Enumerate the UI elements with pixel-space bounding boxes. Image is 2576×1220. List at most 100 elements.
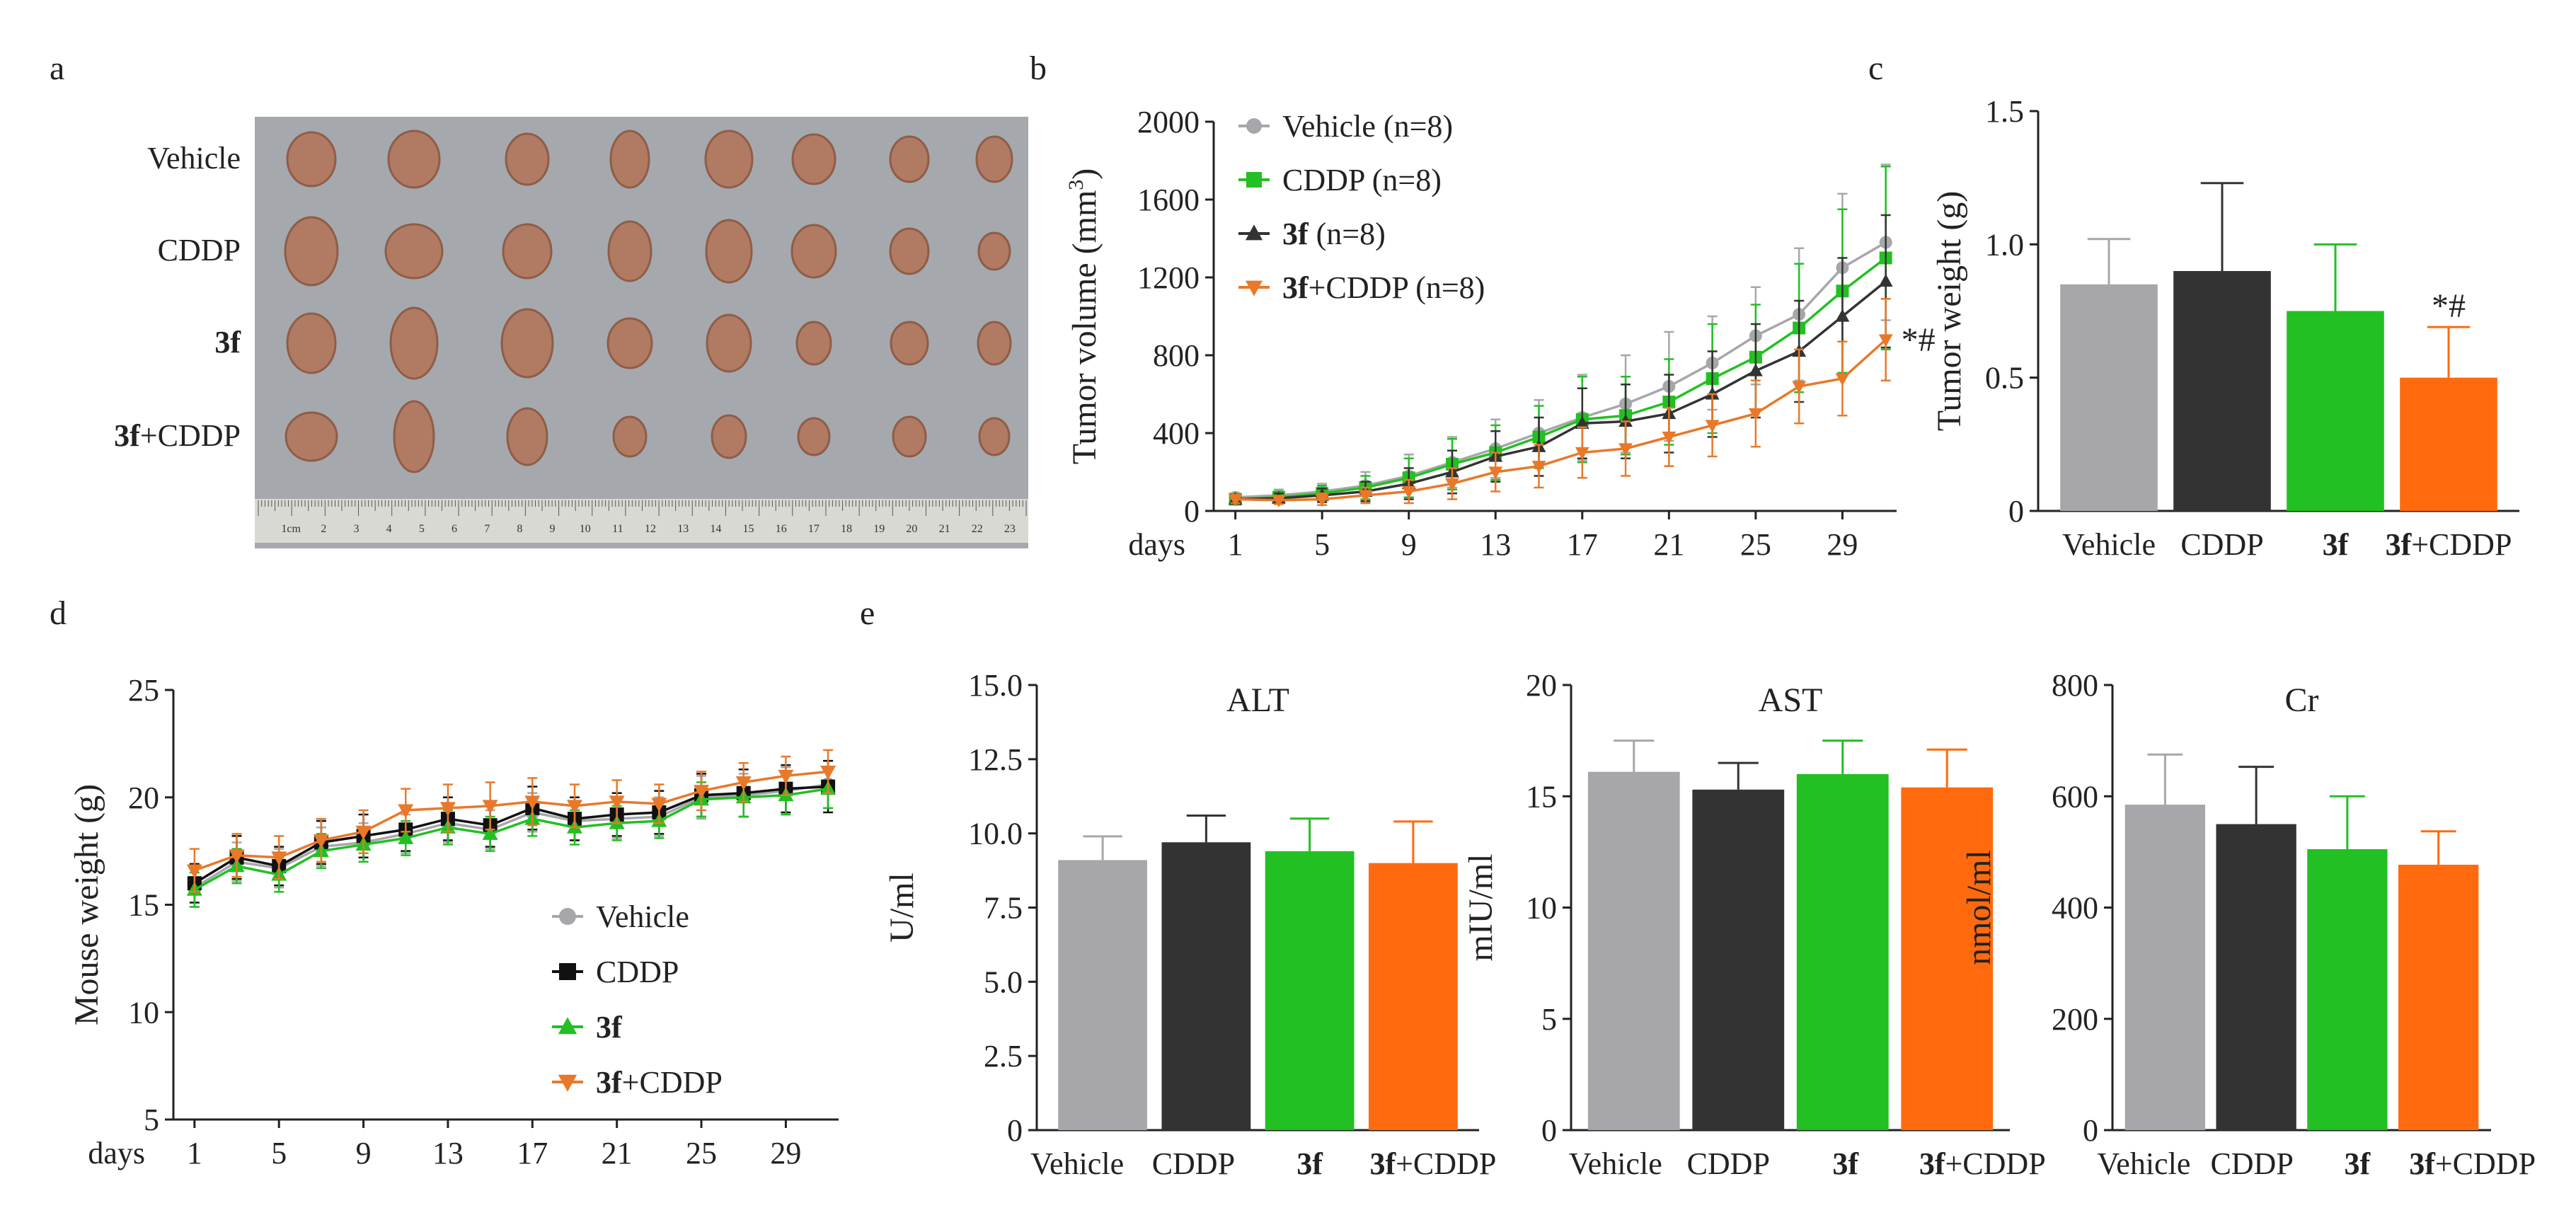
y-tick-label: 20 [128, 781, 159, 815]
x-category-label: CDDP [2210, 1146, 2293, 1181]
y-tick-label: 2000 [1137, 105, 1200, 139]
chart-title: AST [1759, 681, 1823, 719]
legend-marker [1245, 280, 1263, 297]
y-tick-label: 2.5 [984, 1039, 1023, 1074]
series-3 [1228, 298, 1893, 508]
series-line [1235, 241, 1887, 499]
tumor-sample [711, 414, 747, 459]
data-point [229, 849, 245, 864]
x-category-label-bold: 3f [1296, 1146, 1323, 1181]
x-category-label-bold: 3f [2386, 527, 2413, 562]
bar [2307, 848, 2388, 1130]
y-tick-label: 10.0 [968, 817, 1023, 851]
tumor-sample [612, 415, 648, 458]
tumor-sample [389, 306, 439, 380]
tumor-sample [384, 223, 444, 280]
y-axis-title: nmol/ml [1960, 850, 1998, 965]
x-category-label: Vehicle [2062, 527, 2156, 562]
legend-marker [558, 1017, 577, 1035]
ruler-number: 21 [939, 523, 950, 535]
y-axis-title-close: ) [1066, 168, 1103, 180]
bar [2124, 805, 2206, 1130]
series-line [1235, 257, 1887, 501]
tumor-volume-chart: 0 400 800 1200 1600 2000 1 5 9 13 17 21 25 29 days Tumo… [1064, 105, 1936, 562]
series-1 [187, 759, 836, 904]
tumor-sample [889, 135, 930, 183]
significance-marker: *# [1902, 321, 1936, 359]
x-category-label-bold: 3f [2409, 1146, 2436, 1181]
significance-marker: *# [2432, 287, 2466, 325]
x-category-label-text: CDDP [1152, 1146, 1235, 1181]
data-point [355, 825, 372, 840]
legend-label-text: +CDDP (n=8) [1309, 270, 1485, 305]
tumor-sample [609, 130, 650, 189]
tumor-grid [284, 130, 1013, 473]
legend-label-bold: 3f [1282, 270, 1309, 305]
tumor-sample [790, 224, 837, 279]
photo-row-label: CDDP [158, 233, 241, 267]
photo-row-label: 3f [214, 325, 241, 359]
alt-chart: 0 2.5 5.0 7.5 10.0 12.5 15.0 U/ml ALT Vehicle CDDP… [883, 668, 1496, 1181]
data-point [1705, 420, 1720, 433]
data-point [1488, 466, 1503, 480]
x-tick-label: 25 [1740, 527, 1771, 562]
data-point [778, 769, 794, 784]
data-point [1748, 408, 1763, 421]
data-point [1575, 447, 1589, 460]
ruler-ticks: 1cm 2 3 4 5 6 7 8 9 10 11 12 13 14 15 16 17 18 19 20 21 22 23 [258, 500, 1027, 535]
x-category-label: 3f+CDDP [2386, 527, 2512, 562]
x-tick-label: 13 [432, 1136, 464, 1170]
y-tick-label: 0 [2083, 1113, 2098, 1148]
data-point [609, 795, 625, 810]
y-axis-title-text: Tumor volume (mm [1066, 190, 1103, 465]
y-tick-label: 25 [128, 673, 159, 708]
tumor-sample [502, 223, 553, 280]
x-category-label: Vehicle [1569, 1146, 1662, 1181]
y-tick-label: 1600 [1137, 183, 1200, 217]
x-category-label: CDDP [1152, 1146, 1235, 1181]
tumor-sample [286, 131, 337, 188]
series-line [193, 785, 829, 885]
data-point [186, 864, 202, 879]
tumor-sample [977, 321, 1012, 366]
photo-row-label-text: Vehicle [147, 141, 241, 175]
bar [1901, 787, 1994, 1130]
ruler-number: 8 [517, 523, 522, 535]
data-point [1228, 493, 1243, 507]
x-category-label-text: Vehicle [1030, 1146, 1124, 1181]
legend-label-bold: 3f [596, 1010, 623, 1045]
data-point [439, 802, 456, 817]
panel-label-e: e [860, 594, 875, 632]
tumor-sample [284, 411, 338, 462]
x-category-label: 3f+CDDP [1919, 1146, 2046, 1181]
chart-title: ALT [1226, 681, 1289, 719]
y-tick-label: 0 [1541, 1113, 1557, 1148]
ruler-number: 15 [743, 523, 754, 535]
tumor-sample [975, 135, 1013, 183]
data-point [482, 800, 498, 815]
y-tick-label: 5 [144, 1103, 159, 1137]
ruler-number: 7 [484, 523, 490, 535]
series-line [194, 770, 829, 872]
bar [2216, 824, 2296, 1130]
x-tick-label: 17 [517, 1136, 548, 1170]
data-point [482, 825, 498, 840]
y-tick-label: 0 [1007, 1113, 1023, 1148]
x-category-label-text: CDDP [2210, 1146, 2293, 1181]
x-category-label: 3f [1832, 1146, 1859, 1181]
x-tick-label: 17 [1567, 527, 1598, 562]
ruler-number: 11 [612, 523, 623, 535]
legend-label-text: +CDDP [622, 1065, 723, 1100]
tumor-sample [393, 400, 435, 473]
y-tick-label: 1.0 [1985, 227, 2024, 262]
y-tick-label: 15 [1526, 779, 1557, 814]
y-tick-label: 400 [2052, 891, 2098, 926]
y-tick-label: 1200 [1137, 260, 1200, 295]
tumor-photo-panel: 1cm 2 3 4 5 6 7 8 9 10 11 12 13 14 15 16 17 18 19 20 21 22 23 … [114, 117, 1028, 548]
x-tick-label: 5 [1314, 527, 1330, 562]
x-category-label: 3f [2323, 527, 2350, 562]
series-line [1235, 338, 1887, 502]
legend-label: 3f+CDDP [596, 1065, 723, 1100]
